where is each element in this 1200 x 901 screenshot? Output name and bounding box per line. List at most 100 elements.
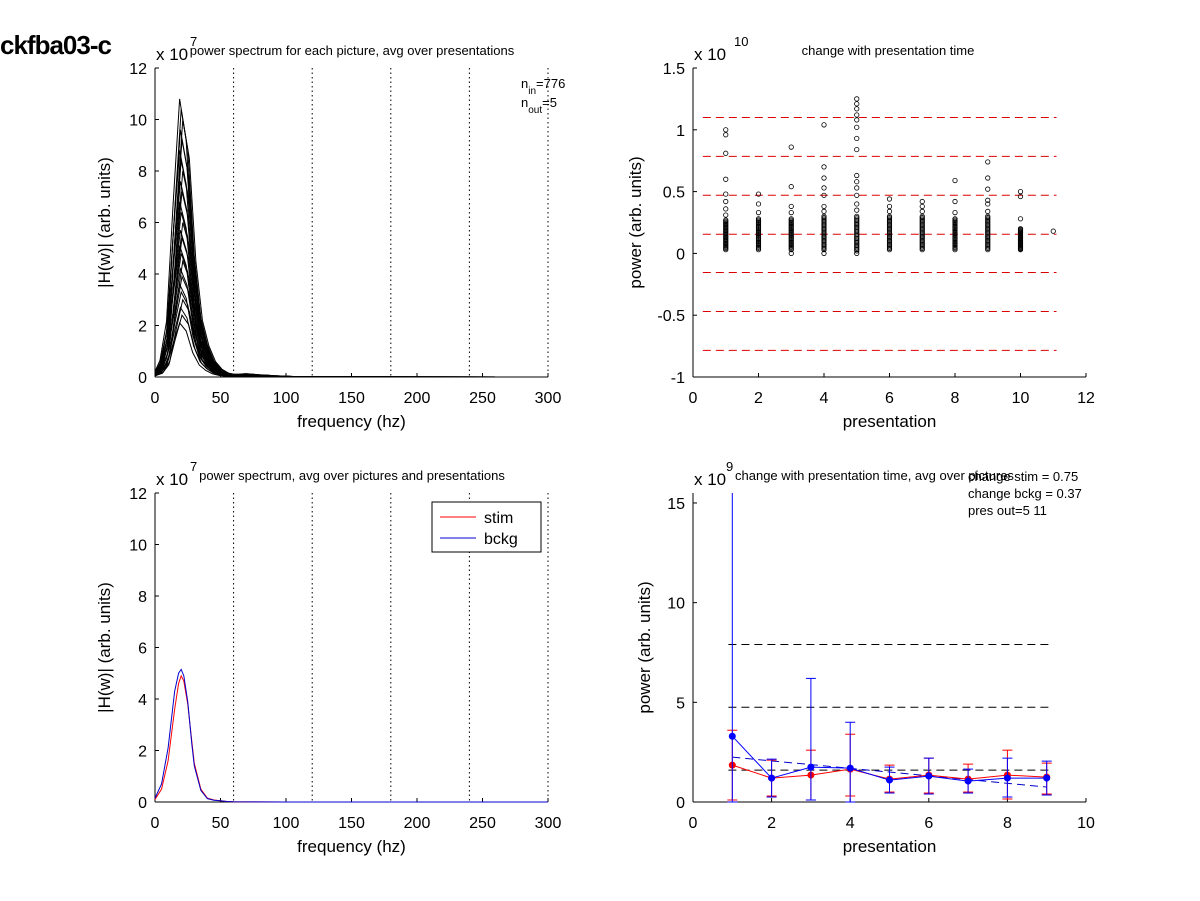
y-tick-label: 10 (667, 596, 685, 613)
x-tick-label: 0 (151, 390, 160, 407)
scatter-point (723, 212, 729, 218)
scatter-point (723, 206, 729, 212)
scatter-point (723, 217, 729, 223)
scatter-point (755, 201, 762, 207)
scatter-point (1017, 216, 1024, 222)
scatter-point (985, 213, 991, 219)
scatter-point (854, 117, 860, 123)
stats-annotation: pres out=5 11 (968, 503, 1047, 518)
spectrum-line (154, 129, 549, 378)
scatter-point (952, 210, 958, 216)
y-tick-label: 0 (138, 795, 147, 812)
scatter-point (985, 197, 991, 203)
scatter-point (854, 185, 860, 191)
scatter-point (821, 122, 827, 128)
scatter-point (723, 191, 729, 197)
scatter-point (919, 213, 925, 219)
x-tick-label: 0 (689, 815, 698, 832)
scatter-point (788, 203, 794, 210)
count-annotation: nout=5 (521, 95, 557, 116)
y-tick-label: 10 (129, 113, 147, 130)
scatter-point (821, 213, 827, 219)
scatter-point (919, 203, 925, 210)
scatter-point (985, 208, 991, 214)
scatter-point (854, 207, 860, 213)
count-annotation: nin=776 (521, 76, 565, 97)
x-tick-label: 10 (1012, 390, 1030, 407)
series-marker-bckg (1003, 774, 1011, 782)
scatter-point (985, 201, 991, 207)
scatter-point (723, 176, 729, 182)
chart-title: power spectrum for each picture, avg ove… (190, 43, 515, 58)
scatter-point (755, 210, 762, 216)
series-marker-bckg (768, 774, 776, 782)
scatter-point (919, 208, 925, 214)
y-tick-label: 12 (129, 486, 147, 503)
y-tick-label: 2 (138, 319, 147, 336)
scatter-point (854, 179, 860, 185)
spectrum-line (154, 160, 549, 378)
series-marker-bckg (728, 732, 736, 740)
exponent-superscript: 10 (734, 34, 748, 49)
series-line-bckg (154, 668, 548, 803)
y-axis-label: power (arb. units) (635, 581, 654, 713)
scatter-point (854, 172, 860, 179)
scatter-point (952, 177, 958, 184)
figure-suptitle: ckfba03-c (0, 30, 112, 60)
scatter-point (788, 216, 794, 222)
scatter-point (854, 250, 860, 256)
x-axis-label: presentation (843, 412, 937, 431)
scatter-point (788, 210, 794, 216)
y-axis-label: |H(w)| (arb. units) (95, 582, 114, 713)
scatter-point (1050, 228, 1056, 234)
x-tick-label: 10 (1077, 815, 1095, 832)
y-tick-label: 0 (138, 370, 147, 387)
y-tick-label: 0.5 (663, 185, 685, 202)
spectrum-line (154, 212, 549, 378)
stats-annotation: change bckg = 0.37 (968, 486, 1082, 501)
scatter-point (821, 164, 827, 170)
x-tick-label: 4 (846, 815, 855, 832)
y-tick-label: 12 (129, 61, 147, 78)
scatter-point (723, 198, 729, 205)
exponent-superscript: 9 (726, 459, 733, 474)
chart-title: change with presentation time (802, 43, 975, 58)
spectrum-line (154, 237, 549, 378)
x-tick-label: 300 (535, 390, 562, 407)
x-tick-label: 250 (469, 815, 496, 832)
scatter-point (723, 150, 729, 156)
scatter-point (821, 208, 827, 214)
scatter-point (854, 135, 860, 142)
spectrum-line (154, 109, 549, 378)
scatter-point (821, 175, 827, 181)
scatter-point (854, 112, 860, 118)
series-marker-bckg (925, 772, 933, 780)
scatter-point (919, 198, 925, 205)
exponent-label: x 10 (694, 45, 726, 64)
spectrum-line (154, 321, 549, 378)
spectrum-line (154, 201, 549, 378)
scatter-point (788, 184, 794, 190)
y-tick-label: 1.5 (663, 61, 685, 78)
y-tick-label: 2 (138, 744, 147, 761)
scatter-point (821, 203, 827, 210)
scatter-point (821, 250, 827, 256)
y-axis-label: |H(w)| (arb. units) (95, 157, 114, 288)
scatter-point (854, 106, 860, 112)
scatter-point (755, 216, 762, 222)
y-tick-label: 0 (676, 246, 685, 263)
spectrum-line (154, 181, 549, 378)
x-tick-label: 12 (1077, 390, 1095, 407)
x-tick-label: 150 (338, 815, 365, 832)
x-tick-label: 6 (885, 390, 894, 407)
scatter-point (723, 132, 729, 138)
scatter-point (854, 201, 860, 207)
x-axis-label: frequency (hz) (297, 412, 406, 431)
scatter-point (1017, 193, 1024, 200)
legend-label: stim (484, 510, 513, 527)
scatter-point (886, 196, 893, 202)
spectrum-line (154, 230, 549, 378)
spectrum-line (154, 150, 549, 378)
x-tick-label: 4 (820, 390, 829, 407)
